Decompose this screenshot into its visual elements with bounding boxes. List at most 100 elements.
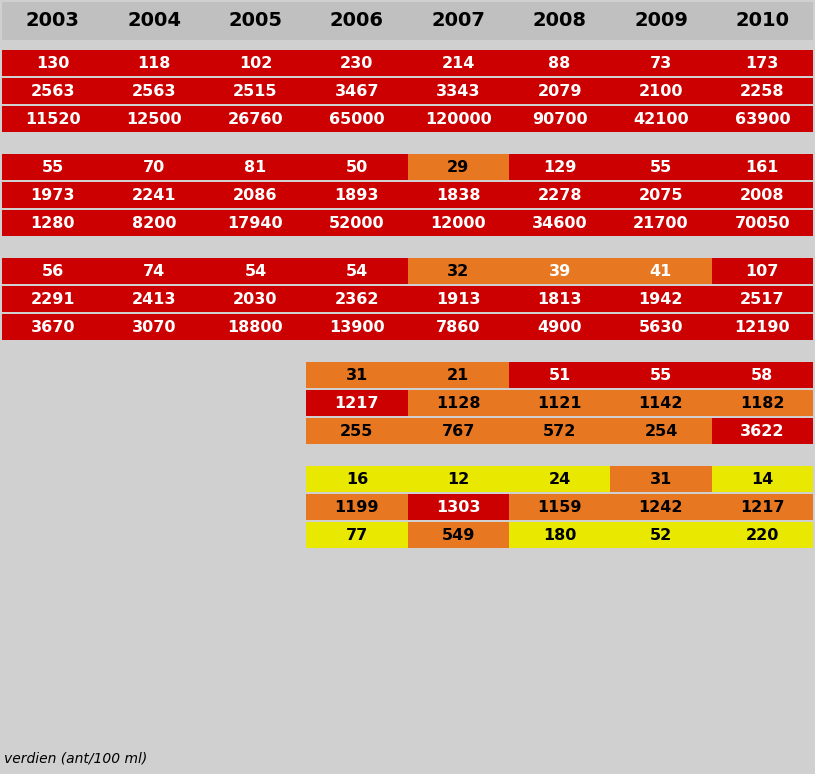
Text: 2241: 2241 — [132, 187, 176, 203]
Text: 1217: 1217 — [335, 396, 379, 410]
Text: 1217: 1217 — [740, 499, 785, 515]
Text: 52000: 52000 — [329, 215, 385, 231]
Text: 173: 173 — [746, 56, 779, 70]
Bar — [306, 286, 408, 312]
Bar — [306, 182, 408, 208]
Text: 8200: 8200 — [132, 215, 176, 231]
Bar — [104, 182, 205, 208]
Bar — [104, 286, 205, 312]
Text: 2004: 2004 — [127, 12, 181, 30]
Bar — [610, 390, 711, 416]
Text: 2413: 2413 — [132, 292, 176, 307]
Bar — [205, 154, 306, 180]
Text: 129: 129 — [543, 159, 576, 174]
Bar — [509, 418, 610, 444]
Text: 1973: 1973 — [30, 187, 75, 203]
Text: 21: 21 — [447, 368, 469, 382]
Text: 5630: 5630 — [639, 320, 683, 334]
Bar — [509, 154, 610, 180]
Bar — [711, 522, 813, 548]
Text: 81: 81 — [244, 159, 267, 174]
Bar — [711, 106, 813, 132]
Text: 1199: 1199 — [335, 499, 379, 515]
Text: 549: 549 — [442, 528, 475, 543]
Text: 3622: 3622 — [740, 423, 785, 439]
Text: 31: 31 — [346, 368, 368, 382]
Bar — [408, 106, 509, 132]
Text: 1159: 1159 — [537, 499, 582, 515]
Bar — [408, 390, 509, 416]
Text: 11520: 11520 — [25, 111, 81, 126]
Text: 2100: 2100 — [639, 84, 683, 98]
Text: 220: 220 — [746, 528, 779, 543]
Text: 52: 52 — [650, 528, 672, 543]
Text: 70050: 70050 — [734, 215, 790, 231]
Bar — [2, 106, 104, 132]
Text: 130: 130 — [36, 56, 69, 70]
Bar — [306, 78, 408, 104]
Bar — [306, 50, 408, 76]
Text: 255: 255 — [340, 423, 373, 439]
Text: 12000: 12000 — [430, 215, 486, 231]
Bar — [610, 314, 711, 340]
Bar — [711, 154, 813, 180]
Text: 1242: 1242 — [639, 499, 683, 515]
Bar — [408, 362, 509, 388]
Bar — [306, 154, 408, 180]
Bar — [509, 522, 610, 548]
Bar — [509, 210, 610, 236]
Bar — [711, 50, 813, 76]
Bar — [711, 210, 813, 236]
Bar — [610, 78, 711, 104]
Bar — [408, 466, 509, 492]
Text: 4900: 4900 — [537, 320, 582, 334]
Text: 2086: 2086 — [233, 187, 278, 203]
Bar — [306, 418, 408, 444]
Bar — [610, 418, 711, 444]
Text: 54: 54 — [346, 263, 368, 279]
Bar — [408, 522, 509, 548]
Bar — [610, 182, 711, 208]
Text: 1280: 1280 — [30, 215, 75, 231]
Bar — [104, 78, 205, 104]
Bar — [408, 50, 509, 76]
Text: 2010: 2010 — [735, 12, 789, 30]
Text: 58: 58 — [751, 368, 773, 382]
Text: 13900: 13900 — [329, 320, 385, 334]
Bar — [104, 210, 205, 236]
Text: 17940: 17940 — [227, 215, 284, 231]
Bar — [205, 2, 306, 40]
Text: 24: 24 — [548, 471, 570, 487]
Bar — [610, 362, 711, 388]
Bar — [408, 258, 509, 284]
Text: 1838: 1838 — [436, 187, 480, 203]
Text: 63900: 63900 — [734, 111, 790, 126]
Text: 12190: 12190 — [734, 320, 790, 334]
Text: 14: 14 — [751, 471, 773, 487]
Bar — [306, 258, 408, 284]
Text: 12500: 12500 — [126, 111, 182, 126]
Text: 70: 70 — [143, 159, 165, 174]
Text: 74: 74 — [143, 263, 165, 279]
Text: 90700: 90700 — [531, 111, 588, 126]
Bar — [2, 50, 104, 76]
Bar — [509, 390, 610, 416]
Bar — [711, 182, 813, 208]
Bar — [610, 466, 711, 492]
Bar — [205, 78, 306, 104]
Bar — [205, 182, 306, 208]
Text: 1893: 1893 — [335, 187, 379, 203]
Bar — [711, 286, 813, 312]
Text: 12: 12 — [447, 471, 469, 487]
Bar — [408, 418, 509, 444]
Bar — [509, 2, 610, 40]
Text: 1142: 1142 — [639, 396, 683, 410]
Bar — [408, 286, 509, 312]
Bar — [509, 494, 610, 520]
Text: 42100: 42100 — [633, 111, 689, 126]
Bar — [306, 362, 408, 388]
Text: 2291: 2291 — [30, 292, 75, 307]
Bar — [2, 210, 104, 236]
Text: 180: 180 — [543, 528, 576, 543]
Text: 572: 572 — [543, 423, 576, 439]
